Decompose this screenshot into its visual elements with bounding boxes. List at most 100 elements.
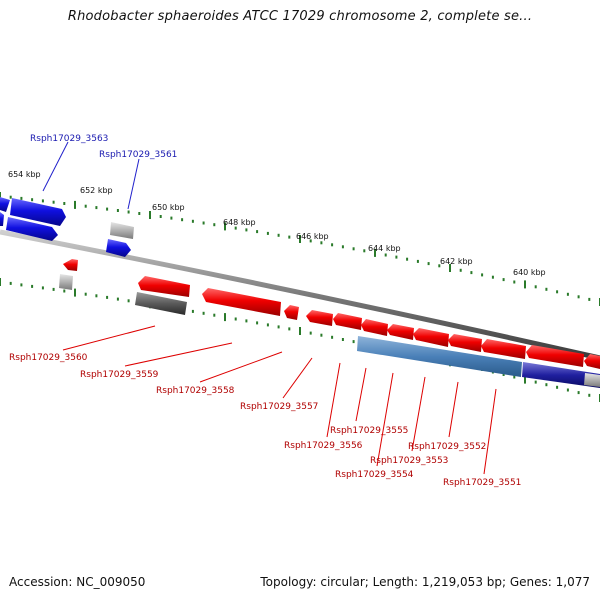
gene-arrow[interactable] <box>448 334 482 352</box>
minor-tick <box>116 297 119 301</box>
gene-label[interactable]: Rsph17029_3551 <box>443 478 521 488</box>
minor-tick <box>309 239 312 243</box>
gene-arrow[interactable] <box>0 212 4 226</box>
minor-tick <box>138 212 141 215</box>
gene-label[interactable]: Rsph17029_3557 <box>240 402 318 412</box>
gene-label[interactable]: Rsph17029_3560 <box>9 353 88 363</box>
minor-tick <box>288 327 291 331</box>
minor-tick <box>481 273 484 277</box>
minor-tick <box>245 319 248 323</box>
gene-arrow[interactable] <box>584 354 600 369</box>
gene-label[interactable]: Rsph17029_3558 <box>156 386 235 396</box>
minor-tick <box>20 196 23 200</box>
gene-arrow[interactable] <box>284 305 299 320</box>
gene-arrow[interactable] <box>306 310 333 326</box>
minor-tick <box>52 287 55 291</box>
major-tick <box>224 222 226 231</box>
gene-arrow[interactable] <box>138 276 190 297</box>
major-tick <box>374 248 376 257</box>
major-tick <box>224 313 226 322</box>
minor-tick <box>31 284 34 288</box>
gene-arrow[interactable] <box>10 198 66 226</box>
minor-tick <box>266 231 269 235</box>
major-tick <box>299 235 301 243</box>
label-leader-line <box>483 388 497 475</box>
label-leader-line <box>448 381 459 438</box>
minor-tick <box>588 393 591 397</box>
gene-arrow[interactable] <box>6 217 58 241</box>
minor-tick <box>416 259 419 263</box>
gene-label[interactable]: Rsph17029_3563 <box>30 134 108 144</box>
gene-arrow[interactable] <box>526 345 584 367</box>
gene-label[interactable]: Rsph17029_3556 <box>284 441 363 451</box>
minor-tick <box>9 195 12 199</box>
scale-label: 650 kbp <box>152 203 185 212</box>
minor-tick <box>513 280 516 284</box>
major-tick <box>299 327 301 335</box>
gene-arrow[interactable] <box>387 324 414 340</box>
map-title: Rhodobacter sphaeroides ATCC 17029 chrom… <box>67 9 533 24</box>
label-leader-line <box>124 342 233 367</box>
minor-tick <box>245 228 248 232</box>
minor-tick <box>406 257 409 261</box>
major-tick <box>74 200 76 209</box>
gene-label[interactable]: Rsph17029_3552 <box>408 442 486 452</box>
minor-tick <box>127 210 130 214</box>
major-tick <box>0 278 1 286</box>
pseudo-gene-block[interactable] <box>584 373 600 387</box>
gene-arrow[interactable] <box>106 239 131 257</box>
minor-tick <box>491 275 494 279</box>
gene-label[interactable]: Rsph17029_3554 <box>335 470 414 480</box>
minor-tick <box>341 338 344 341</box>
minor-tick <box>320 241 323 245</box>
scale-ticks <box>0 192 600 402</box>
gene-arrow[interactable] <box>522 362 600 388</box>
label-leader-line <box>376 372 394 467</box>
scale-labels: 654 kbp 652 kbp 650 kbp 648 kbp 646 kbp … <box>8 170 546 277</box>
gene-label[interactable]: Rsph17029_3561 <box>99 150 177 160</box>
gene-arrow[interactable] <box>0 197 10 212</box>
minor-tick <box>84 204 87 208</box>
scale-label: 640 kbp <box>513 268 546 277</box>
scale-label: 654 kbp <box>8 170 41 179</box>
label-leader-line <box>127 158 140 210</box>
gene-arrow[interactable] <box>361 319 388 336</box>
gene-label[interactable]: Rsph17029_3559 <box>80 370 159 380</box>
gene-arrow[interactable] <box>481 339 526 359</box>
minor-tick <box>331 243 334 247</box>
minor-tick <box>31 198 34 202</box>
minor-tick <box>545 287 548 291</box>
minor-tick <box>52 200 55 204</box>
minor-tick <box>266 323 269 327</box>
accession-text: Accession: NC_009050 <box>9 575 146 589</box>
minor-tick <box>202 311 205 315</box>
label-leader-line <box>62 325 156 351</box>
minor-tick <box>116 209 119 212</box>
minor-tick <box>427 262 430 266</box>
gene-label[interactable]: Rsph17029_3555 <box>330 426 408 436</box>
pseudo-gene-block[interactable] <box>110 222 134 239</box>
minor-tick <box>566 292 569 296</box>
reverse-gene-labels: Rsph17029_3560 Rsph17029_3559 Rsph17029_… <box>9 325 521 488</box>
rna-gene-block[interactable] <box>357 336 522 377</box>
gene-label[interactable]: Rsph17029_3553 <box>370 456 448 466</box>
minor-tick <box>470 271 473 275</box>
gene-arrow[interactable] <box>63 259 78 271</box>
minor-tick <box>63 289 66 293</box>
forward-gene-labels: Rsph17029_3563 Rsph17029_3561 <box>30 134 177 210</box>
minor-tick <box>9 281 12 285</box>
pseudo-gene-block[interactable] <box>59 274 73 290</box>
gene-arrow[interactable] <box>202 288 281 316</box>
gene-arrow[interactable] <box>413 328 449 347</box>
pseudo-gene-block[interactable] <box>135 292 187 315</box>
gene-arrow[interactable] <box>333 313 362 330</box>
minor-tick <box>95 294 98 298</box>
minor-tick <box>459 268 462 272</box>
minor-tick <box>438 264 441 268</box>
major-tick <box>524 280 526 289</box>
label-leader-line <box>199 351 283 383</box>
minor-tick <box>127 299 130 303</box>
minor-tick <box>63 202 66 205</box>
